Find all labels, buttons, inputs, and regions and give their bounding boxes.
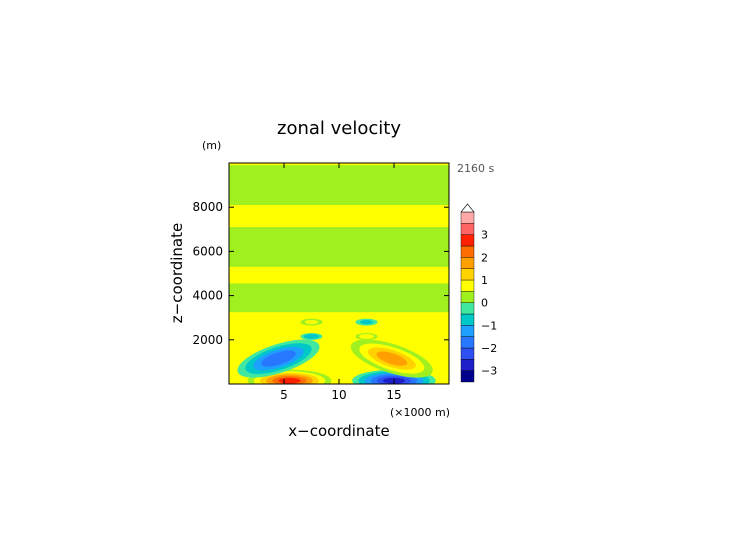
x-axis-label: x−coordinate bbox=[288, 422, 389, 440]
colorbar-tick-label: −3 bbox=[481, 365, 497, 378]
contour-region bbox=[360, 320, 373, 325]
colorbar-tick-label: 0 bbox=[481, 297, 488, 310]
contour-region bbox=[261, 350, 296, 367]
colorbar-tick-label: −2 bbox=[481, 342, 497, 355]
colorbar: 3 2 1 0 −1 −2 −3 bbox=[460, 203, 497, 383]
x-unit-label: (×1000 m) bbox=[390, 406, 450, 419]
time-label: 2160 s bbox=[457, 162, 494, 175]
y-tick-label: 4000 bbox=[192, 289, 223, 303]
colorbar-segment bbox=[460, 313, 475, 326]
plot-field bbox=[229, 163, 449, 384]
colorbar-segment bbox=[460, 359, 475, 371]
colorbar-segment bbox=[460, 245, 475, 258]
colorbar-segment bbox=[460, 302, 475, 315]
axes: 5 10 15 2000 4000 6000 8000 bbox=[192, 163, 449, 402]
y-tick-label: 6000 bbox=[192, 244, 223, 258]
colorbar-segment bbox=[460, 347, 475, 360]
colorbar-segment bbox=[460, 370, 475, 383]
contour-region bbox=[376, 351, 408, 366]
y-tick-label: 2000 bbox=[192, 333, 223, 347]
colorbar-tick-label: −1 bbox=[481, 319, 497, 332]
colorbar-segment bbox=[460, 291, 475, 303]
field-band bbox=[229, 283, 449, 313]
field-band bbox=[229, 227, 449, 267]
colorbar-segment bbox=[460, 211, 475, 224]
colorbar-extend-triangle bbox=[460, 203, 475, 213]
colorbar-segment bbox=[460, 336, 475, 349]
colorbar-segment bbox=[460, 223, 475, 235]
y-unit-label: (m) bbox=[202, 139, 221, 152]
chart-title: zonal velocity bbox=[277, 118, 401, 139]
colorbar-tick-label: 1 bbox=[481, 274, 488, 287]
x-tick-label: 5 bbox=[280, 388, 288, 402]
colorbar-tick-label: 2 bbox=[481, 251, 488, 264]
y-tick-label: 8000 bbox=[192, 200, 223, 214]
contour-region bbox=[278, 377, 301, 384]
x-tick-label: 15 bbox=[386, 388, 401, 402]
colorbar-segment bbox=[460, 279, 475, 292]
colorbar-segment bbox=[460, 325, 475, 337]
colorbar-segment bbox=[460, 257, 475, 269]
contour-region bbox=[303, 334, 320, 339]
field-band bbox=[229, 165, 449, 205]
colorbar-tick-label: 3 bbox=[481, 229, 488, 242]
x-tick-label: 10 bbox=[331, 388, 346, 402]
colorbar-segment bbox=[460, 234, 475, 247]
colorbar-segment bbox=[460, 268, 475, 281]
contour-region bbox=[305, 320, 318, 325]
contour-region bbox=[358, 334, 375, 339]
y-axis-label: z−coordinate bbox=[168, 223, 186, 323]
